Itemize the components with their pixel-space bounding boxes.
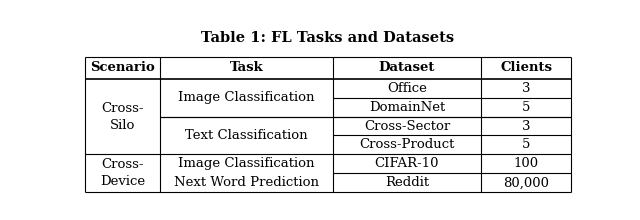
- Text: Cross-
Silo: Cross- Silo: [101, 101, 144, 132]
- Text: Cross-Sector: Cross-Sector: [364, 119, 450, 132]
- Text: Clients: Clients: [500, 61, 552, 74]
- Text: Text Classification: Text Classification: [185, 129, 308, 142]
- Text: 5: 5: [522, 138, 531, 152]
- Text: Cross-
Device: Cross- Device: [100, 158, 145, 189]
- Text: 100: 100: [513, 158, 539, 170]
- Text: CIFAR-10: CIFAR-10: [375, 158, 439, 170]
- Text: Cross-Product: Cross-Product: [359, 138, 454, 152]
- Text: Office: Office: [387, 82, 427, 95]
- Text: 3: 3: [522, 119, 531, 132]
- Text: 3: 3: [522, 82, 531, 95]
- Text: 80,000: 80,000: [503, 176, 549, 189]
- Text: Next Word Prediction: Next Word Prediction: [174, 176, 319, 189]
- Text: Scenario: Scenario: [90, 61, 155, 74]
- Text: Table 1: FL Tasks and Datasets: Table 1: FL Tasks and Datasets: [202, 31, 454, 45]
- Text: Image Classification: Image Classification: [179, 91, 315, 104]
- Text: Reddit: Reddit: [385, 176, 429, 189]
- Text: Dataset: Dataset: [379, 61, 435, 74]
- Text: DomainNet: DomainNet: [369, 101, 445, 114]
- Text: Image Classification: Image Classification: [179, 158, 315, 170]
- Text: Task: Task: [230, 61, 264, 74]
- Text: 5: 5: [522, 101, 531, 114]
